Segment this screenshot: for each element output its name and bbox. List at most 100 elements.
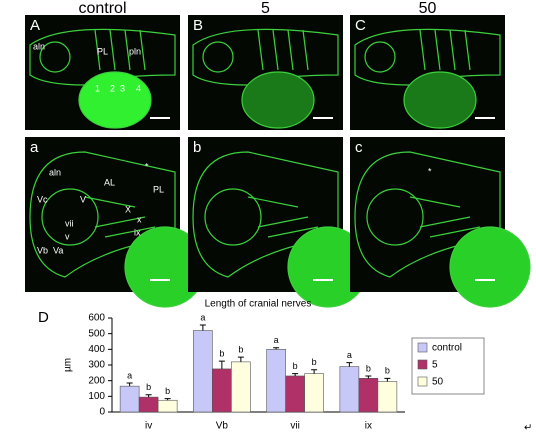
fish [354, 28, 501, 129]
annotation: x [137, 214, 142, 224]
panel-label: a [30, 139, 39, 156]
eye [364, 41, 396, 73]
bar [138, 396, 159, 413]
error-bar [164, 398, 171, 401]
panel-label: C [355, 17, 366, 34]
fish [354, 151, 531, 308]
annotation: Va [53, 245, 63, 255]
legend-label: 50 [432, 377, 444, 388]
significance-letter: b [312, 357, 317, 367]
significance-letter: b [238, 345, 243, 355]
nerve [464, 29, 471, 71]
annotation: pln [129, 46, 141, 56]
x-tick-label: vii [290, 421, 299, 432]
chart-title: Length of cranial nerves [205, 299, 312, 310]
error-bar [126, 382, 133, 387]
bar [157, 399, 178, 413]
legend-swatch [417, 342, 428, 353]
nerve [109, 29, 116, 71]
bar [119, 385, 140, 413]
nerve [449, 29, 456, 71]
chart-label: D [38, 309, 49, 326]
column-header: 5 [261, 0, 270, 17]
x-tick-label: Vb [216, 421, 229, 432]
error-bar [218, 360, 225, 369]
eye [366, 188, 424, 246]
annotation: AL [104, 177, 115, 187]
x-tick-label: iv [145, 421, 152, 432]
yolk [403, 71, 477, 129]
bar [339, 366, 360, 413]
panel-label: c [355, 139, 363, 156]
error-bar [346, 362, 353, 367]
annotation: aln [49, 167, 61, 177]
annotation: v [65, 231, 70, 241]
significance-letter: a [274, 335, 279, 345]
y-tick-label: 0 [99, 407, 105, 418]
annotation: * [145, 161, 149, 171]
error-bar [145, 394, 152, 398]
y-axis-label: µm [63, 358, 74, 372]
column-header: 50 [419, 0, 437, 17]
significance-letter: a [347, 350, 352, 360]
significance-letter: b [219, 348, 224, 358]
yolk [241, 71, 315, 129]
y-tick-label: 200 [88, 375, 105, 386]
bar [377, 381, 398, 413]
y-tick-label: 300 [88, 360, 105, 371]
error-bar [273, 347, 280, 350]
error-bar [311, 369, 318, 374]
significance-letter: b [385, 366, 390, 376]
x-tick-label: ix [365, 421, 372, 432]
bar [212, 368, 232, 413]
y-tick-label: 400 [88, 344, 105, 355]
nerve [302, 29, 309, 71]
significance-letter: a [200, 312, 205, 322]
significance-letter: b [165, 386, 170, 396]
annotation: 4 [136, 83, 141, 93]
annotation: 2 [110, 83, 115, 93]
eye [39, 41, 71, 73]
panel-label: b [193, 139, 201, 156]
y-tick-label: 100 [88, 391, 105, 402]
body-outline [354, 28, 501, 86]
nerve [94, 29, 101, 71]
eye [41, 188, 99, 246]
error-bar [292, 373, 299, 376]
error-bar [365, 375, 372, 379]
return-mark: ↵ [524, 423, 532, 434]
annotation: Vb [37, 245, 48, 255]
significance-letter: a [127, 370, 132, 380]
fish [192, 151, 369, 308]
annotation: vii [65, 218, 74, 228]
y-tick-label: 500 [88, 328, 105, 339]
bar [304, 373, 324, 413]
annotation: ix [134, 227, 141, 237]
bar [358, 378, 379, 413]
legend-swatch [417, 359, 428, 370]
panel-label: B [193, 17, 203, 34]
panel-label: A [30, 17, 40, 34]
nerve [287, 29, 294, 71]
annotation: * [428, 166, 432, 176]
y-tick-label: 600 [88, 313, 105, 324]
annotation: aln [33, 41, 45, 51]
eye [202, 41, 234, 73]
nerves [409, 196, 481, 238]
legend-swatch [417, 376, 428, 387]
nerve [434, 29, 441, 71]
annotation: X [125, 204, 131, 214]
significance-letter: b [293, 361, 298, 371]
yolk [449, 226, 531, 308]
annotation: 1 [95, 83, 100, 93]
yolk [78, 71, 152, 129]
legend-label: control [432, 343, 462, 354]
annotation: V [80, 194, 86, 204]
eye [204, 188, 262, 246]
body-outline [29, 28, 176, 86]
nerve [257, 29, 264, 71]
error-bar [384, 377, 391, 382]
bar [193, 330, 213, 413]
annotation: PL [97, 46, 108, 56]
